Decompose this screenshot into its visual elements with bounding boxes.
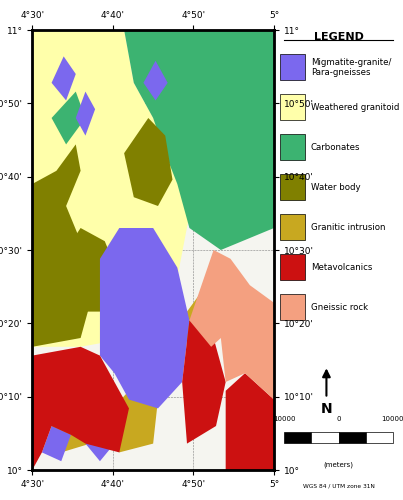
Bar bbox=[280, 254, 305, 280]
Text: 10000: 10000 bbox=[382, 416, 403, 422]
Polygon shape bbox=[85, 426, 114, 461]
Polygon shape bbox=[32, 30, 189, 347]
Polygon shape bbox=[100, 228, 189, 408]
Polygon shape bbox=[187, 285, 221, 347]
Text: Gneissic rock: Gneissic rock bbox=[311, 302, 368, 312]
Polygon shape bbox=[32, 347, 129, 470]
Polygon shape bbox=[52, 56, 76, 100]
Polygon shape bbox=[124, 30, 274, 250]
Polygon shape bbox=[124, 118, 172, 206]
Bar bbox=[366, 432, 393, 442]
Polygon shape bbox=[226, 373, 274, 470]
Polygon shape bbox=[76, 92, 95, 136]
Bar bbox=[280, 294, 305, 320]
Text: Metavolcanics: Metavolcanics bbox=[311, 262, 372, 272]
Bar bbox=[339, 432, 366, 442]
Bar bbox=[280, 94, 305, 120]
Polygon shape bbox=[124, 250, 177, 391]
Polygon shape bbox=[189, 250, 274, 400]
Polygon shape bbox=[143, 61, 168, 100]
Text: N: N bbox=[321, 402, 332, 416]
Polygon shape bbox=[95, 391, 158, 452]
Polygon shape bbox=[66, 228, 119, 312]
Polygon shape bbox=[52, 92, 85, 144]
Bar bbox=[280, 134, 305, 160]
Text: Water body: Water body bbox=[311, 182, 360, 192]
Polygon shape bbox=[32, 144, 95, 347]
Text: WGS 84 / UTM zone 31N: WGS 84 / UTM zone 31N bbox=[303, 483, 374, 488]
Text: Carbonates: Carbonates bbox=[311, 142, 360, 152]
Polygon shape bbox=[42, 426, 71, 461]
Text: (meters): (meters) bbox=[324, 461, 353, 468]
Polygon shape bbox=[52, 400, 95, 452]
Bar bbox=[280, 54, 305, 80]
Text: Migmatite-granite/
Para-gneisses: Migmatite-granite/ Para-gneisses bbox=[311, 58, 391, 77]
Bar bbox=[284, 432, 311, 442]
Text: LEGEND: LEGEND bbox=[314, 32, 364, 42]
Text: Granitic intrusion: Granitic intrusion bbox=[311, 222, 385, 232]
Polygon shape bbox=[182, 320, 226, 444]
Bar bbox=[280, 214, 305, 240]
Bar bbox=[280, 174, 305, 200]
Text: 0: 0 bbox=[336, 416, 341, 422]
Text: 10000: 10000 bbox=[273, 416, 295, 422]
Text: Weathered granitoid: Weathered granitoid bbox=[311, 102, 399, 112]
Bar bbox=[311, 432, 339, 442]
